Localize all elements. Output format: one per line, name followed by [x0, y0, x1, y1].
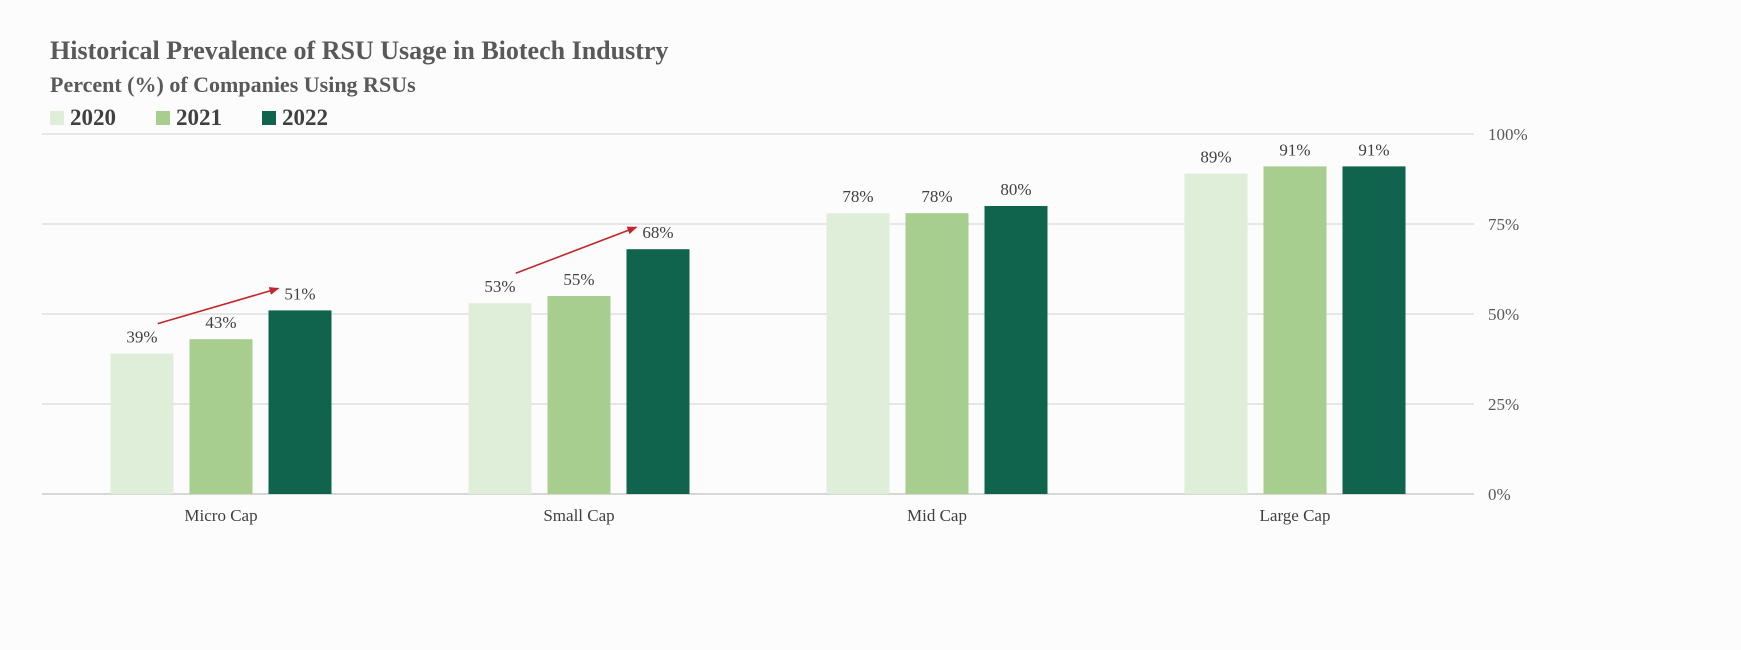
legend-swatch-2022 — [262, 111, 276, 125]
data-label-large-cap-2021: 91% — [1279, 140, 1310, 159]
bar-small-cap-2021 — [547, 296, 611, 494]
x-tick-label-small-cap: Small Cap — [543, 506, 614, 525]
bar-micro-cap-2020 — [110, 353, 174, 494]
data-label-mid-cap-2022: 80% — [1000, 180, 1031, 199]
x-tick-label-large-cap: Large Cap — [1260, 506, 1331, 525]
legend-swatch-2020 — [50, 111, 64, 125]
chart-subtitle: Percent (%) of Companies Using RSUs — [50, 72, 416, 97]
data-label-micro-cap-2020: 39% — [126, 328, 157, 347]
data-label-large-cap-2020: 89% — [1200, 148, 1231, 167]
bar-small-cap-2022 — [626, 249, 690, 494]
legend-item-2022: 2022 — [262, 105, 328, 131]
data-label-micro-cap-2021: 43% — [205, 313, 236, 332]
legend-swatch-2021 — [156, 111, 170, 125]
legend-item-2021: 2021 — [156, 105, 222, 131]
bar-large-cap-2022 — [1342, 166, 1406, 494]
bar-mid-cap-2020 — [826, 213, 890, 494]
legend-label-2020: 2020 — [70, 105, 116, 130]
data-label-mid-cap-2020: 78% — [842, 187, 873, 206]
x-tick-label-mid-cap: Mid Cap — [907, 506, 967, 525]
data-label-micro-cap-2022: 51% — [284, 284, 315, 303]
data-label-small-cap-2021: 55% — [563, 270, 594, 289]
data-label-large-cap-2022: 91% — [1358, 140, 1389, 159]
bar-micro-cap-2021 — [189, 339, 253, 494]
bar-mid-cap-2021 — [905, 213, 969, 494]
y-tick-label-25: 25% — [1488, 395, 1519, 414]
x-tick-label-micro-cap: Micro Cap — [184, 506, 257, 525]
legend-label-2021: 2021 — [176, 105, 222, 130]
bar-large-cap-2020 — [1184, 173, 1248, 494]
y-tick-label-100: 100% — [1488, 125, 1528, 144]
legend: 2020 2021 2022 — [50, 105, 328, 131]
y-tick-label-0: 0% — [1488, 485, 1511, 504]
y-tick-label-50: 50% — [1488, 305, 1519, 324]
legend-item-2020: 2020 — [50, 105, 116, 131]
data-label-small-cap-2022: 68% — [642, 223, 673, 242]
legend-label-2022: 2022 — [282, 105, 328, 130]
trend-arrow-small-cap — [515, 226, 638, 274]
trend-arrow-micro-cap — [157, 287, 280, 325]
data-label-small-cap-2020: 53% — [484, 277, 515, 296]
bar-small-cap-2020 — [468, 303, 532, 494]
data-label-mid-cap-2021: 78% — [921, 187, 952, 206]
chart-title: Historical Prevalence of RSU Usage in Bi… — [50, 36, 669, 65]
y-tick-label-75: 75% — [1488, 215, 1519, 234]
bar-micro-cap-2022 — [268, 310, 332, 494]
bar-large-cap-2021 — [1263, 166, 1327, 494]
bar-mid-cap-2022 — [984, 206, 1048, 494]
